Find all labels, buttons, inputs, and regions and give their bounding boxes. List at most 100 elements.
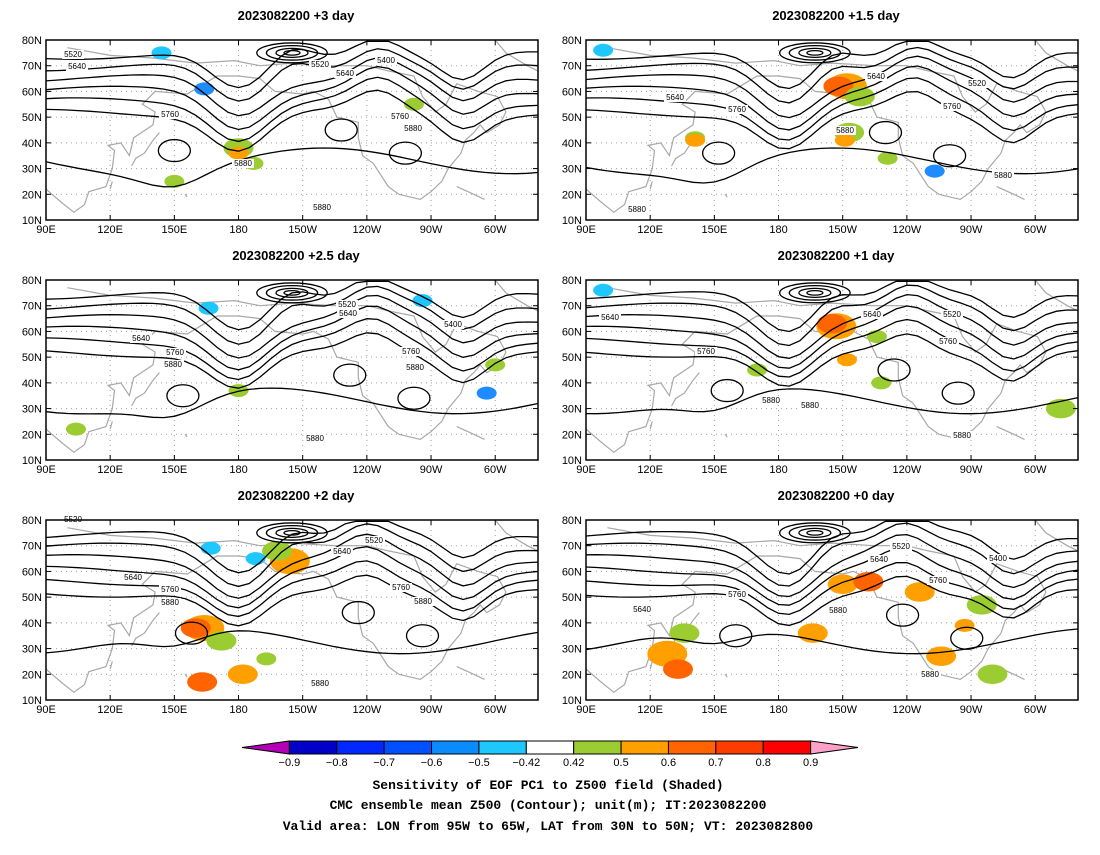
- lon-tick-label: 120E: [637, 464, 663, 476]
- graticule: [586, 280, 1078, 460]
- lon-tick-label: 60W: [1024, 704, 1047, 716]
- shading-patch: [662, 659, 693, 679]
- lat-tick-label: 80N: [22, 35, 42, 47]
- contour-label-bg: [400, 347, 422, 356]
- lat-tick-label: 20N: [22, 669, 42, 681]
- lon-tick-label: 120W: [892, 704, 921, 716]
- contour-label-bg: [375, 56, 397, 65]
- map-panel: 5640 5640 5520 5760 5760 5880 5880 5880 80N 70N 60…: [562, 248, 1079, 476]
- contour-label-bg: [941, 102, 963, 111]
- shading-patch: [206, 631, 237, 651]
- contour-closed: [779, 522, 851, 544]
- lat-tick-label: 20N: [562, 429, 582, 441]
- colorbar-label: 0.9: [803, 757, 818, 769]
- lon-tick-label: 60W: [1024, 224, 1047, 236]
- contour-line: [45, 56, 539, 117]
- lon-tick-label: 150E: [161, 704, 187, 716]
- shading-patch: [834, 133, 855, 147]
- contour-label: 5760: [166, 348, 184, 357]
- lon-tick-label: 150W: [288, 704, 317, 716]
- coastline: [494, 519, 539, 552]
- colorbar-box: [620, 740, 669, 755]
- contour-label: 5880: [953, 431, 971, 440]
- contour-label-bg: [834, 126, 856, 135]
- lon-tick-label: 60W: [484, 224, 507, 236]
- coastline: [1034, 39, 1079, 72]
- contour-label-bg: [890, 542, 912, 551]
- contour-closed: [256, 522, 328, 544]
- contour-closed: [788, 285, 842, 301]
- colorbar: −0.9 −0.8 −0.7 −0.6 −0.5 −0.42 0.42 0.5 0.6 0.7 0.…: [241, 740, 859, 769]
- contour-line: [45, 305, 539, 371]
- panel-title: 2023082200 +0 day: [778, 488, 896, 503]
- lat-tick-label: 60N: [22, 86, 42, 98]
- z500-contours: [45, 520, 539, 655]
- lat-tick-label: 50N: [22, 352, 42, 364]
- shading-patch: [977, 664, 1008, 685]
- lon-tick-label: 90W: [420, 704, 443, 716]
- contour-line: [585, 40, 1078, 90]
- contour-label-bg: [799, 401, 821, 410]
- contour-line: [585, 55, 1078, 119]
- contour-label: 5760: [929, 576, 947, 585]
- z500-contours: [45, 280, 539, 419]
- contour-line: [585, 533, 1079, 598]
- contour-line: [45, 89, 539, 152]
- shading-patch: [476, 386, 497, 400]
- contour-label: 5520: [968, 79, 986, 88]
- lon-tick-label: 180: [229, 464, 247, 476]
- contour-label-bg: [62, 50, 84, 59]
- caption-line-3: Valid area: LON from 95W to 65W, LAT fro…: [283, 819, 814, 834]
- map-frame-bg: [586, 40, 1078, 220]
- contour-closed: [798, 527, 832, 539]
- shading-patch: [669, 623, 700, 643]
- contour-label: 5880: [234, 159, 252, 168]
- contour-closed: [806, 49, 824, 56]
- lon-tick-label: 120W: [892, 224, 921, 236]
- lon-tick-label: 90E: [36, 464, 56, 476]
- lat-tick-label: 70N: [22, 301, 42, 313]
- lat-tick-label: 30N: [562, 644, 582, 656]
- lon-tick-label: 180: [769, 224, 787, 236]
- lat-tick-label: 10N: [22, 455, 42, 467]
- contour-label-bg: [865, 72, 887, 81]
- map-frame-bg: [46, 280, 538, 460]
- shading-patch: [1045, 398, 1076, 419]
- shading-patch: [817, 313, 847, 334]
- shading-patch: [593, 43, 614, 57]
- contour-line: [585, 547, 1079, 606]
- contour-label-bg: [402, 124, 424, 133]
- contour-label: 5880: [306, 434, 324, 443]
- contour-label: 5760: [392, 583, 410, 592]
- contour-line: [585, 65, 1079, 131]
- contour-closed: [275, 47, 309, 59]
- lon-tick-label: 150E: [161, 224, 187, 236]
- contour-closed: [779, 42, 851, 64]
- contour-line: [585, 561, 1079, 616]
- colorbar-box: [573, 740, 622, 755]
- lat-tick-label: 40N: [562, 618, 582, 630]
- lon-tick-label: 120W: [352, 464, 381, 476]
- shading-patch: [823, 76, 854, 97]
- contour-label: 5880: [921, 670, 939, 679]
- colorbar-box: [383, 740, 433, 755]
- contour-label-bg: [130, 334, 152, 343]
- shading-patch: [904, 582, 935, 602]
- lon-tick-label: 90E: [576, 224, 596, 236]
- contour-label-bg: [951, 431, 973, 440]
- contour-line: [45, 294, 539, 359]
- contour-label: 5640: [601, 313, 619, 322]
- panel-title: 2023082200 +1 day: [778, 248, 896, 263]
- contour-label-bg: [164, 348, 186, 357]
- contour-label-bg: [159, 110, 181, 119]
- contour-label: 5880: [161, 598, 179, 607]
- contour-label-bg: [726, 590, 748, 599]
- contour-line: [585, 628, 1079, 655]
- colorbar-label: −0.8: [326, 757, 348, 769]
- contour-label: 5760: [391, 112, 409, 121]
- contour-label: 5640: [666, 93, 684, 102]
- contour-closed: [868, 120, 903, 145]
